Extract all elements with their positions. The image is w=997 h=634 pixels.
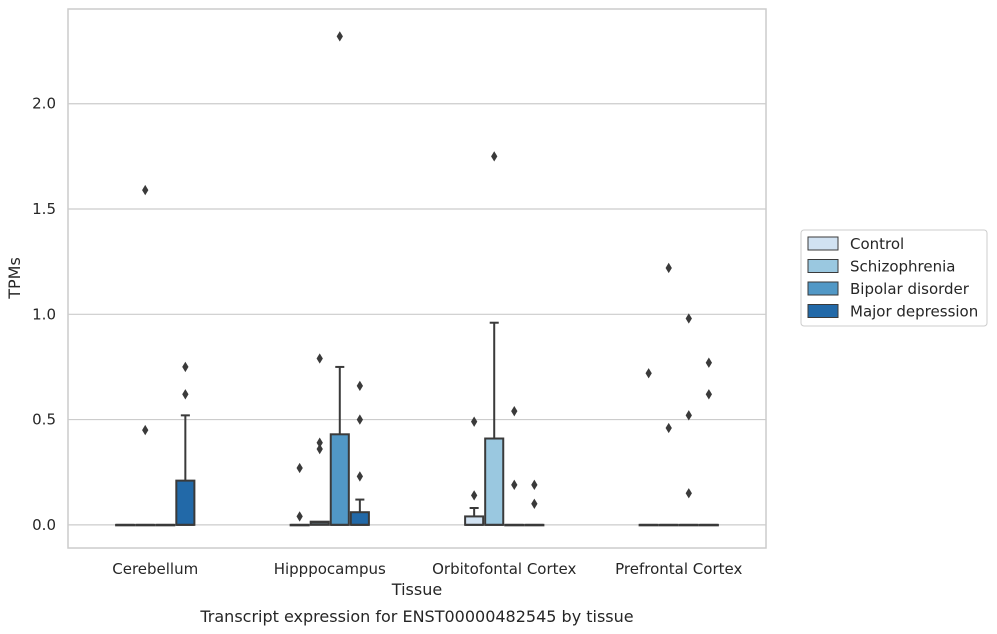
box-rect [175,479,196,526]
outlier-point [336,31,343,42]
x-tick-label: Prefrontal Cortex [615,560,742,578]
y-tick-label: 1.5 [32,200,56,218]
legend-frame [800,229,988,327]
chart-caption: Transcript expression for ENST0000048254… [199,607,633,626]
outlier-point [296,462,303,474]
outlier-point [470,416,478,427]
box-group [289,462,310,527]
box-group [135,184,156,527]
outlier-point [142,424,149,436]
outlier-point [511,479,518,491]
outlier-point [685,313,692,324]
outlier-point [705,389,713,400]
outlier-point [665,422,672,434]
legend-swatch [807,304,839,318]
outlier-point [296,511,303,522]
box-group [504,405,525,527]
outlier-point [511,405,518,417]
box-group [309,353,330,526]
y-tick-label: 2.0 [32,95,56,113]
box-group [349,380,370,526]
legend-label: Schizophrenia [850,258,955,276]
outlier-point [356,471,364,482]
outlier-point [705,357,713,368]
outlier-point [316,443,323,455]
outlier-point [645,368,652,379]
box-group [115,523,136,527]
box-rect [484,437,505,526]
outlier-point [665,262,672,274]
outlier-point [685,488,692,499]
y-tick-label: 0.5 [32,411,56,429]
chart-marks [115,31,719,527]
outlier-point [531,479,538,491]
outlier-point [356,380,364,392]
legend-swatch [807,259,839,273]
outlier-point [316,353,323,364]
outlier-point [316,437,323,448]
x-tick-label: Cerebellum [112,560,198,578]
outlier-point [685,410,692,421]
legend-swatch [807,281,839,296]
tick-labels: 0.0 0.5 1.0 1.5 2.0 Cerebellum Hipppocampus Orb… [32,95,742,578]
legend-label: Bipolar disorder [850,280,970,298]
box-rect [329,433,350,526]
x-tick-label: Hipppocampus [274,560,386,578]
outlier-point [531,498,538,509]
y-tick-label: 0.0 [32,516,56,534]
box-group [484,151,505,526]
plot-frame [67,8,767,549]
y-tick-label: 1.0 [32,305,56,323]
box-group [464,416,485,526]
box-group [524,479,545,527]
box-group [155,523,176,527]
outlier-point [491,151,498,162]
box-rect [464,515,485,526]
outlier-point [182,361,189,373]
box-group [638,368,659,527]
box-group [329,31,350,526]
legend-label: Control [850,235,904,253]
plot-area [68,9,766,548]
legend-label: Major depression [850,303,978,321]
outlier-point [470,490,478,501]
outlier-point [356,414,364,425]
outlier-point [142,184,149,196]
box-group [678,313,699,527]
x-axis-title: Tissue [391,580,442,599]
box-group [175,361,196,526]
x-tick-label: Orbitofontal Cortex [432,560,576,578]
box-rect [349,511,370,526]
box-group [698,357,719,527]
legend: Control Schizophrenia Bipolar disorder Majo… [800,229,988,327]
legend-swatch [807,236,839,251]
box-group [658,262,679,527]
outlier-point [182,389,189,400]
y-axis-title: TPMs [5,257,24,300]
